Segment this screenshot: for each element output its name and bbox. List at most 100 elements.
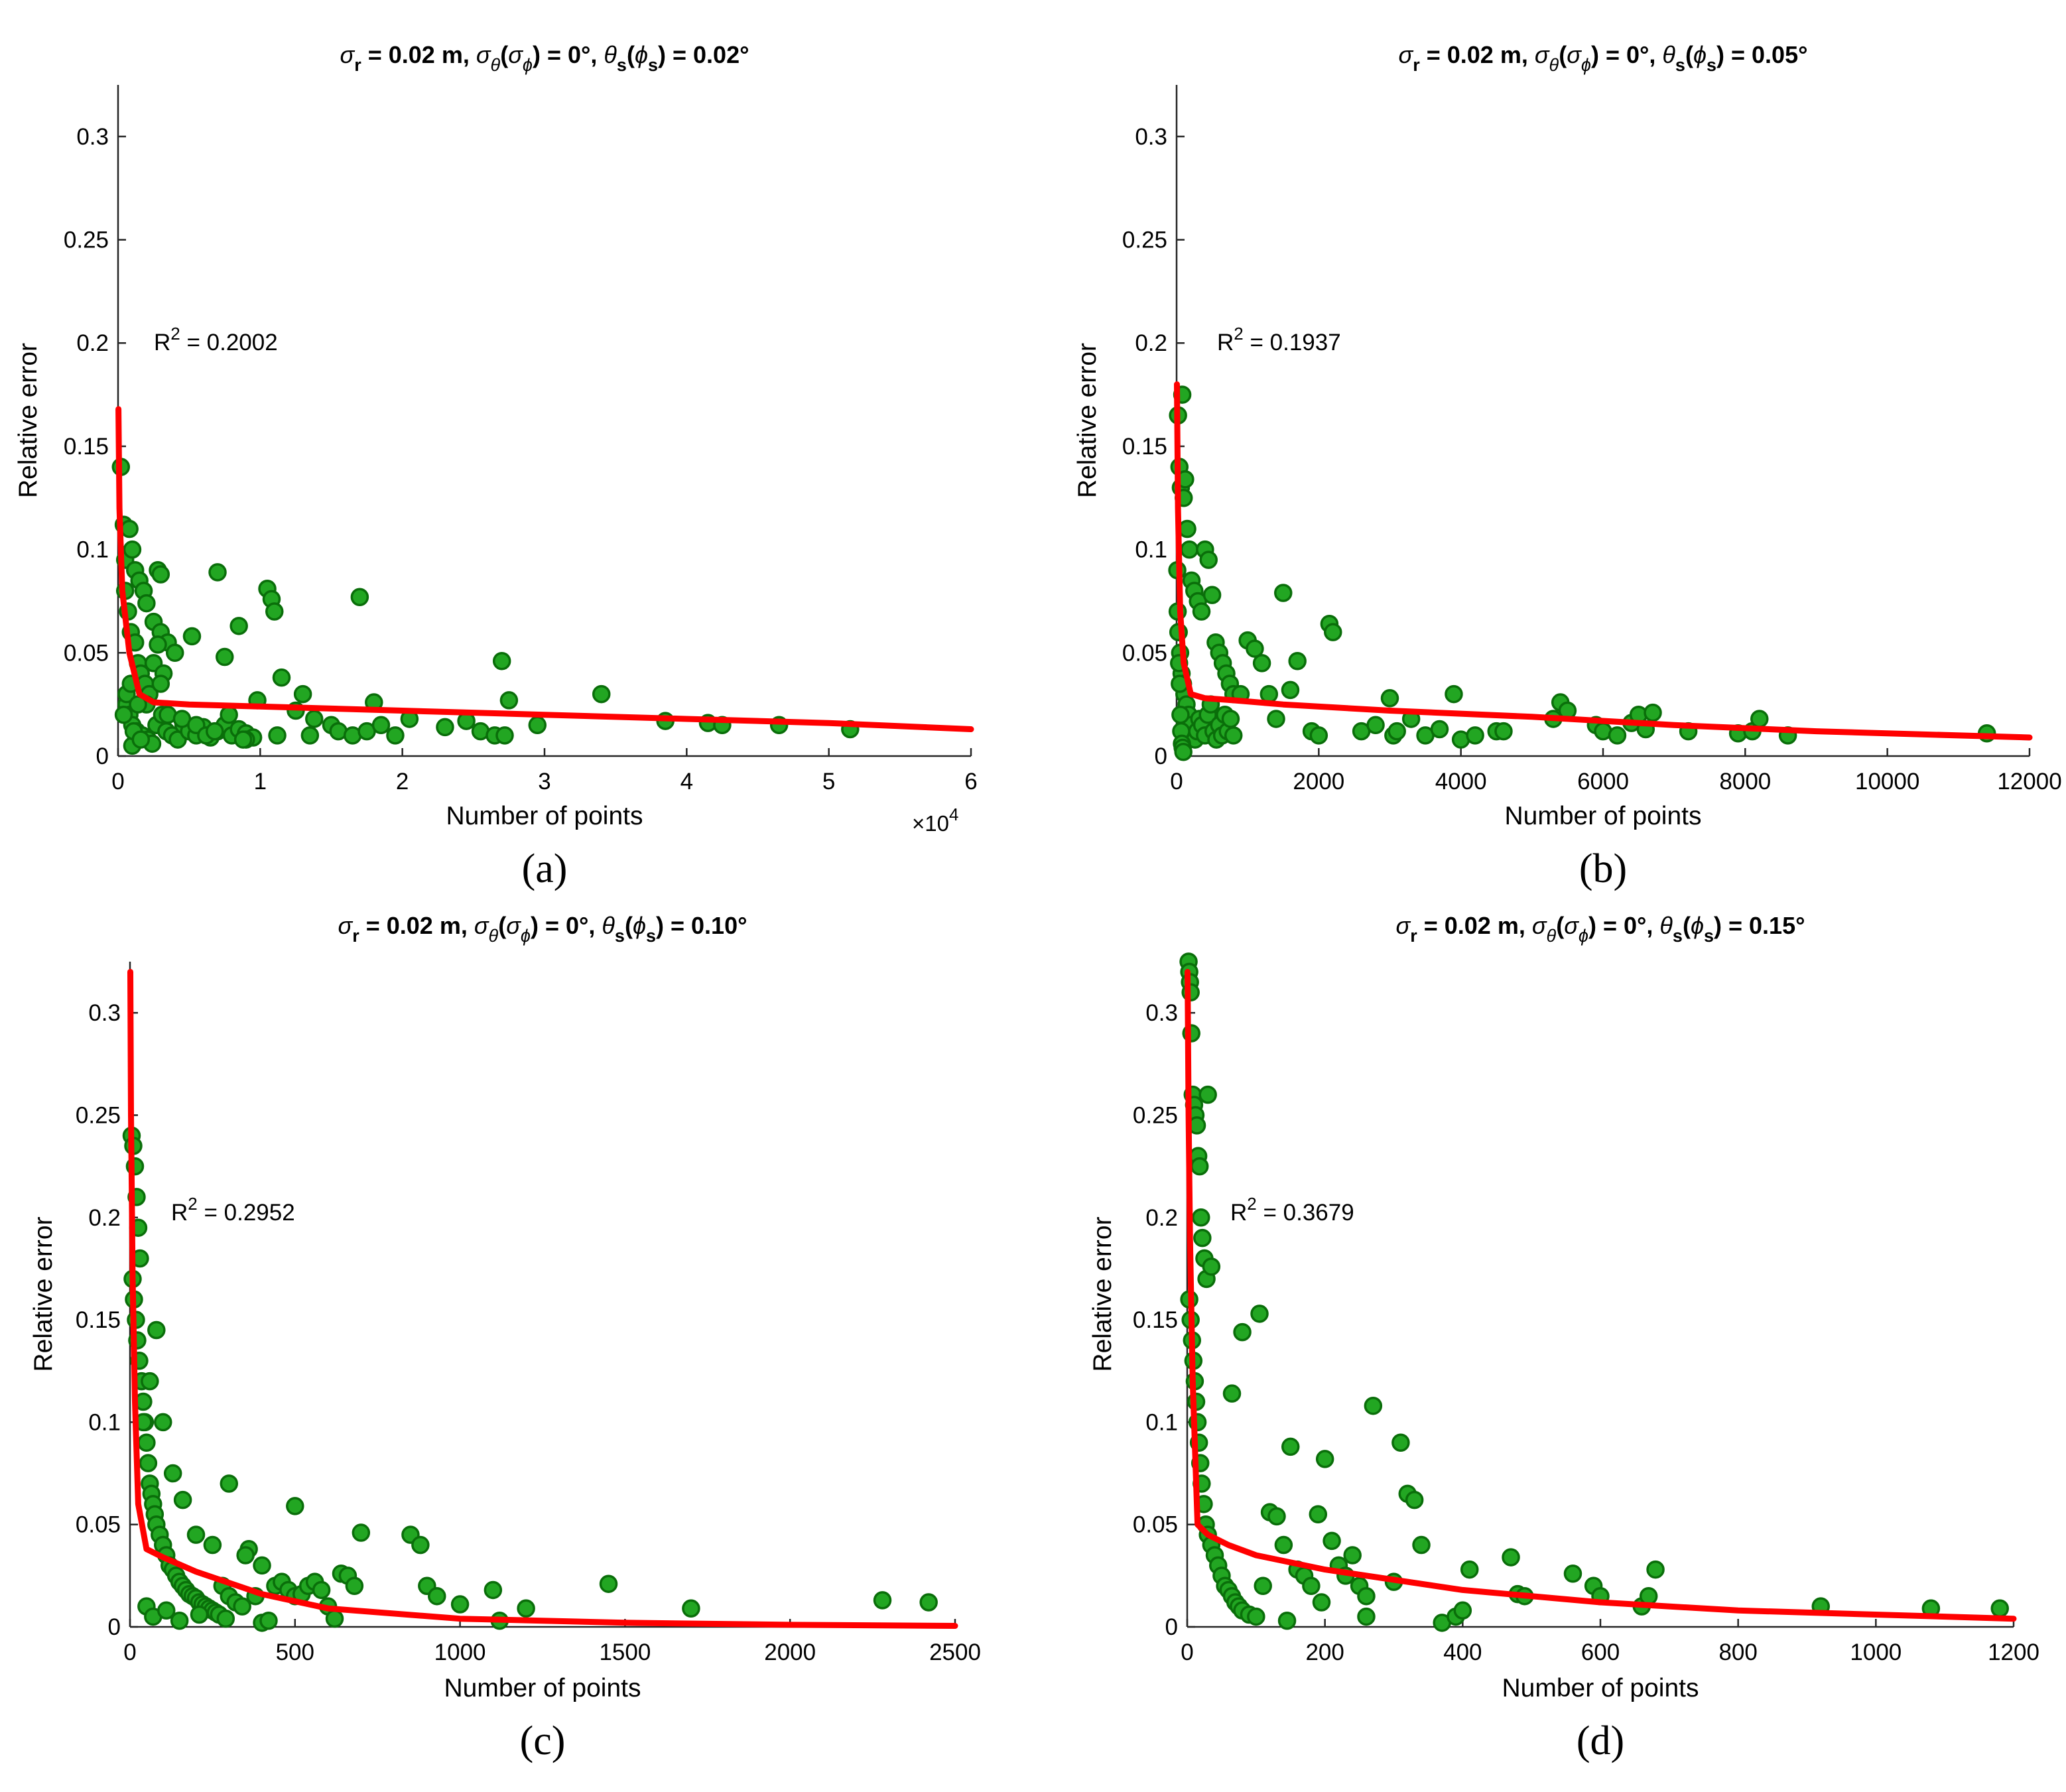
data-point bbox=[1302, 1576, 1321, 1596]
data-point bbox=[1193, 1228, 1212, 1248]
x-tick-label: 5 bbox=[822, 769, 835, 795]
data-point bbox=[484, 1580, 503, 1600]
data-point bbox=[293, 684, 312, 704]
x-tick-label: 8000 bbox=[1719, 769, 1771, 795]
x-tick-label: 2000 bbox=[764, 1639, 816, 1665]
data-point bbox=[173, 1490, 192, 1509]
x-tick-label: 800 bbox=[1718, 1639, 1757, 1665]
data-point bbox=[1246, 639, 1264, 658]
data-point bbox=[599, 1574, 618, 1593]
y-tick-label: 0 bbox=[108, 1614, 121, 1640]
y-tick-label: 0.3 bbox=[1145, 1000, 1178, 1026]
data-point bbox=[216, 1609, 235, 1628]
data-point bbox=[1202, 586, 1222, 604]
data-point bbox=[1388, 722, 1406, 741]
data-point bbox=[873, 1591, 892, 1610]
x-axis-label: Number of points bbox=[444, 1674, 641, 1702]
x-tick-label: 2500 bbox=[929, 1639, 981, 1665]
data-point bbox=[1460, 1560, 1479, 1579]
data-point bbox=[1453, 1601, 1472, 1620]
x-tick-label: 2000 bbox=[1293, 769, 1344, 795]
data-point bbox=[1315, 1450, 1334, 1468]
data-point bbox=[1192, 602, 1211, 621]
data-point bbox=[450, 1595, 470, 1614]
x-tick-label: 6000 bbox=[1577, 769, 1629, 795]
data-point bbox=[1221, 710, 1240, 728]
fit-curve bbox=[127, 968, 958, 1629]
data-point bbox=[1274, 584, 1293, 602]
data-point bbox=[229, 617, 248, 635]
data-point bbox=[137, 594, 156, 613]
panel-caption: (b) bbox=[1579, 846, 1627, 891]
y-tick-label: 0.05 bbox=[76, 1512, 121, 1538]
y-axis-label: Relative error bbox=[29, 1216, 58, 1372]
y-tick-label: 0.2 bbox=[76, 330, 109, 356]
data-point bbox=[220, 705, 238, 724]
x-tick-label: 1200 bbox=[1988, 1639, 2039, 1665]
y-tick-label: 0.15 bbox=[1133, 1307, 1178, 1333]
y-tick-label: 0.2 bbox=[1145, 1205, 1178, 1231]
y-tick-label: 0.2 bbox=[1135, 330, 1167, 356]
data-point bbox=[1250, 1305, 1269, 1323]
data-point bbox=[350, 588, 369, 606]
data-point bbox=[682, 1599, 700, 1618]
chart-title: σr = 0.02 m, σθ(σϕ) = 0°, θs(ϕs) = 0.02° bbox=[340, 41, 749, 75]
data-point bbox=[1445, 684, 1463, 704]
data-point bbox=[1990, 1599, 2009, 1618]
chart-panel-a: 0 0.05 0.1 0.15 0.2 0.25 0.3 0 1 2 3 4 5 6×104 Number … bbox=[14, 41, 978, 891]
data-point bbox=[495, 726, 514, 745]
data-point bbox=[325, 1609, 344, 1628]
data-point bbox=[1405, 1490, 1424, 1509]
data-point bbox=[1222, 1384, 1242, 1403]
y-tick-label: 0.1 bbox=[76, 537, 109, 563]
data-point bbox=[120, 519, 139, 539]
x-axis-label: Number of points bbox=[1505, 802, 1702, 830]
data-point bbox=[352, 1523, 371, 1542]
r-squared-annotation: R2 = 0.2002 bbox=[154, 324, 278, 355]
y-tick-label: 0.3 bbox=[88, 1000, 121, 1026]
data-point bbox=[286, 1497, 304, 1515]
chart-title: σr = 0.02 m, σθ(σϕ) = 0°, θs(ϕs) = 0.15° bbox=[1395, 912, 1805, 946]
data-point bbox=[592, 684, 611, 704]
data-point bbox=[528, 716, 547, 735]
data-point bbox=[1750, 710, 1769, 728]
data-point bbox=[1430, 720, 1449, 739]
data-point bbox=[1259, 684, 1279, 704]
data-point bbox=[186, 1525, 206, 1544]
x-tick-label: 10000 bbox=[1855, 769, 1919, 795]
data-point bbox=[268, 726, 287, 745]
data-point bbox=[123, 540, 142, 559]
data-point bbox=[236, 1546, 255, 1565]
data-point bbox=[1274, 1535, 1293, 1555]
data-point bbox=[170, 1611, 189, 1630]
data-point bbox=[157, 1601, 176, 1620]
x-tick-label: 1000 bbox=[434, 1639, 486, 1665]
data-point bbox=[1192, 1208, 1210, 1227]
data-point bbox=[139, 1454, 158, 1472]
data-point bbox=[1233, 1322, 1252, 1342]
data-point bbox=[137, 1433, 156, 1452]
x-tick-label: 1000 bbox=[1850, 1639, 1902, 1665]
panel-caption: (c) bbox=[520, 1718, 566, 1763]
data-point bbox=[499, 691, 519, 710]
data-point bbox=[1224, 726, 1243, 745]
x-tick-label: 3 bbox=[538, 769, 550, 795]
y-tick-label: 0.1 bbox=[1135, 537, 1167, 563]
scatter-series bbox=[1179, 952, 2009, 1632]
fit-curve bbox=[1185, 968, 2017, 1622]
data-point bbox=[1366, 716, 1385, 735]
data-point bbox=[131, 730, 151, 749]
panel-caption: (d) bbox=[1577, 1718, 1624, 1763]
scatter-series bbox=[122, 1126, 938, 1632]
data-point bbox=[190, 1605, 209, 1624]
x-tick-label: 6 bbox=[964, 769, 977, 795]
data-point bbox=[428, 1586, 446, 1606]
data-point bbox=[1644, 703, 1662, 722]
data-point bbox=[154, 1413, 172, 1432]
x-axis-label: Number of points bbox=[446, 802, 643, 830]
x-tick-label: 4 bbox=[680, 769, 693, 795]
x-tick-label: 1 bbox=[254, 769, 267, 795]
y-tick-label: 0 bbox=[1165, 1614, 1178, 1640]
r-squared-annotation: R2 = 0.1937 bbox=[1217, 324, 1341, 355]
data-point bbox=[149, 635, 167, 654]
